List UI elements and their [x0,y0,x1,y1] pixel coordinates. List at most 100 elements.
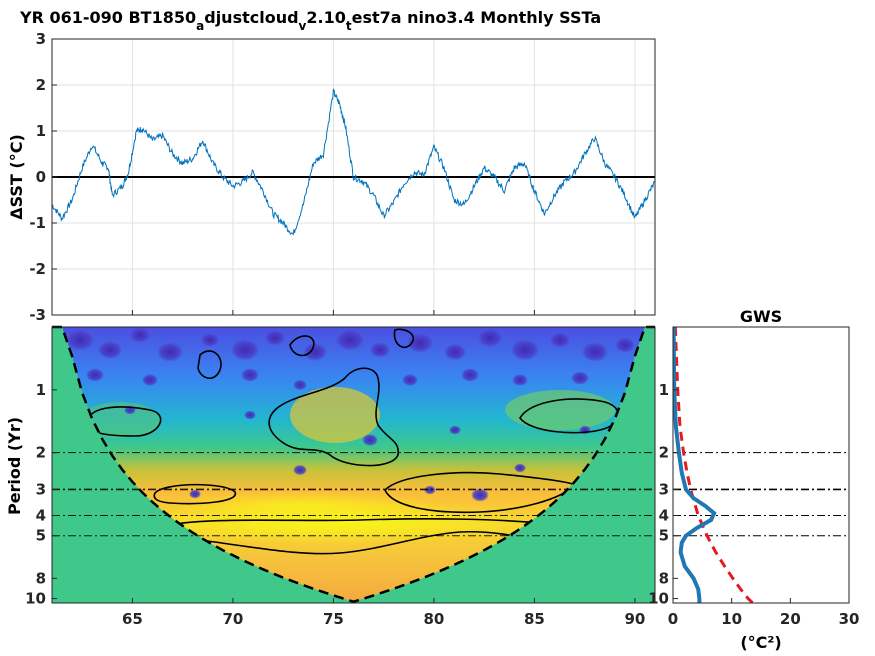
low-power-spot [615,337,635,353]
low-power-spot [293,464,307,476]
low-power-spot [478,329,502,347]
low-power-spot [265,330,285,346]
wavelet-y-tick-label: 3 [36,480,46,498]
low-power-spot [86,368,104,382]
low-power-spot [461,368,479,382]
sst-y-label: ΔSST (°C) [7,134,26,220]
low-power-spot [424,485,436,495]
sst-y-tick-label: 0 [36,168,46,186]
wavelet-period-lines [52,452,655,537]
gws-x-tick-label: 0 [668,610,678,628]
wavelet-x-tick-label: 75 [323,610,344,628]
wavelet-y-tick-label: 1 [36,381,46,399]
sst-y-tick-label: -2 [29,260,46,278]
gws-y-tick-label: 1 [659,381,669,399]
chart-title: YR 061-090 BT1850adjustcloudv2.10test7a … [19,8,601,33]
sst-y-ticks: -3 -2 -1 0 1 2 3 [29,30,57,324]
wavelet-panel: 1 2 3 4 5 8 10 65 70 75 80 85 90 Period (Yr) [5,325,656,628]
low-power-spot [449,425,461,435]
gws-power-line [673,327,717,603]
gws-y-tick-label: 5 [659,527,669,545]
contour-5 [393,328,415,349]
wavelet-y-tick-label: 5 [36,527,46,545]
sst-series-line [52,88,655,236]
sst-y-tick-label: -1 [29,214,46,232]
sst-panel: -3 -2 -1 0 1 2 3 ΔSST (°C) [7,30,656,324]
gws-panel: GWS 1 2 3 4 5 8 10 0 10 20 30 (°C²) [648,307,859,652]
low-power-spot [582,342,608,362]
contour-7 [153,483,237,505]
power-patch-75 [290,387,380,443]
cone-of-influence [52,325,655,604]
sst-y-tick-label: 3 [36,30,46,48]
sst-y-tick-label: 2 [36,76,46,94]
wavelet-x-tick-label: 80 [423,610,444,628]
sst-x-ticks [131,310,636,315]
low-power-spot [303,343,327,361]
low-power-spot [130,327,150,343]
wavelet-y-tick-label: 8 [36,569,46,587]
low-power-spot [362,434,378,446]
wavelet-x-tick-label: 65 [122,610,143,628]
gws-plot-area [673,327,849,603]
gws-y-tick-label: 3 [659,480,669,498]
low-power-spot [471,488,489,502]
low-power-spot [512,374,528,386]
wavelet-y-ticks: 1 2 3 4 5 8 10 [25,381,57,608]
low-power-spot [98,341,122,359]
low-power-spot [514,463,526,473]
gws-period-lines [673,452,849,537]
contour-1 [87,406,162,437]
wavelet-x-ticks: 65 70 75 80 85 90 [122,598,645,628]
gws-axes-box [672,326,850,604]
contour-3 [289,335,315,357]
low-power-spot [571,371,589,385]
gws-x-tick-label: 30 [839,610,860,628]
low-power-spot [201,333,219,347]
wavelet-axes-box [51,326,656,604]
wavelet-field [52,327,655,602]
low-power-spot [293,379,307,391]
gws-y-tick-label: 8 [659,569,669,587]
gws-y-ticks: 1 2 3 4 5 8 10 [648,381,678,608]
sst-y-tick-label: 1 [36,122,46,140]
gws-series [673,327,754,603]
gws-x-ticks: 0 10 20 30 [668,598,860,628]
low-power-spot [66,329,94,351]
wavelet-y-tick-label: 10 [25,590,46,608]
wavelet-y-tick-label: 2 [36,444,46,462]
low-power-spot [550,332,570,348]
wavelet-x-tick-label: 90 [624,610,645,628]
wavelet-y-label: Period (Yr) [5,417,24,515]
power-patch-88 [505,390,615,430]
gws-significance-line [673,327,754,603]
low-power-spot [189,489,201,499]
wavelet-cone-region [52,327,655,602]
wavelet-y-tick-label: 4 [36,507,46,525]
low-power-spot [511,339,539,361]
low-power-spot [241,368,259,382]
contour-2 [197,350,222,379]
contour-4 [268,367,399,467]
contour-9 [159,518,561,528]
low-power-spots [66,327,635,502]
low-power-spot [244,410,256,420]
power-patch-63 [80,402,160,438]
low-power-spot [402,374,418,386]
wavelet-x-tick-label: 85 [524,610,545,628]
low-power-spot [336,329,364,351]
gws-x-tick-label: 20 [780,610,801,628]
low-power-spot [231,339,259,361]
low-power-spot [370,342,390,358]
gws-y-tick-label: 10 [648,590,669,608]
gws-x-label: (°C²) [740,633,781,652]
low-power-spot [444,343,466,361]
wavelet-x-tick-label: 70 [222,610,243,628]
gws-y-tick-label: 4 [659,507,669,525]
low-power-spot [157,342,183,362]
gws-y-tick-label: 2 [659,444,669,462]
power-peak-band-upper [160,491,440,519]
gws-x-tick-label: 10 [721,610,742,628]
low-power-spot [142,374,158,386]
